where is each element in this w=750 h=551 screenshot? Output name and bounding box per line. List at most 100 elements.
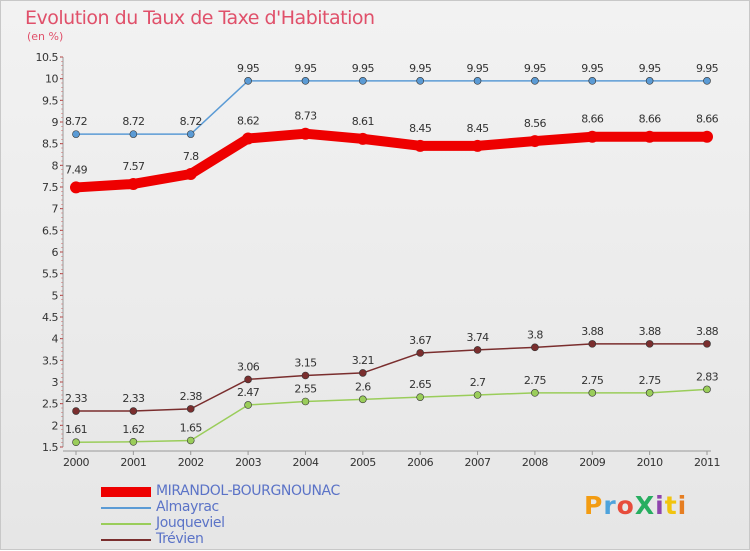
y-tick-label: 10 — [45, 73, 58, 86]
y-tick-label: 3 — [52, 376, 59, 389]
legend-label: Trévien — [156, 531, 204, 547]
data-point — [531, 77, 539, 85]
series-line-almayrac — [75, 80, 708, 135]
data-point — [359, 369, 367, 377]
data-point — [301, 371, 310, 380]
data-label: 8.61 — [352, 115, 374, 128]
data-label: 2.75 — [524, 374, 547, 387]
data-point — [645, 389, 654, 397]
data-label: 2.7 — [470, 376, 486, 389]
data-point — [703, 385, 711, 394]
data-point — [244, 375, 252, 384]
data-label: 8.66 — [639, 113, 662, 126]
data-point — [473, 346, 482, 354]
logo-letter: P — [584, 491, 604, 520]
data-label: 9.95 — [409, 62, 432, 75]
data-label: 1.65 — [180, 422, 203, 435]
logo-letter: i — [677, 491, 688, 520]
data-label: 8.66 — [581, 113, 604, 126]
data-point — [701, 130, 713, 143]
data-point — [186, 436, 195, 445]
data-label: 7.8 — [183, 150, 199, 163]
data-point — [129, 130, 138, 138]
logo-letter: o — [616, 491, 635, 520]
y-tick-label: 2.5 — [42, 398, 58, 411]
y-tick-label: 10.5 — [36, 51, 59, 64]
data-label: 9.95 — [581, 62, 604, 75]
data-label: 3.15 — [294, 357, 317, 370]
y-tick-label: 2 — [52, 419, 59, 432]
y-tick-label: 8 — [52, 159, 59, 172]
x-tick-label: 2011 — [694, 456, 720, 469]
data-point — [473, 391, 482, 399]
data-point — [186, 130, 195, 138]
data-point — [588, 340, 597, 348]
data-point — [301, 397, 310, 406]
data-label: 9.95 — [294, 62, 317, 75]
data-point — [299, 127, 312, 140]
data-point — [703, 340, 711, 348]
data-point — [473, 77, 482, 85]
data-label: 2.83 — [696, 370, 719, 383]
data-label: 9.95 — [352, 62, 375, 75]
data-label: 8.62 — [237, 114, 259, 127]
data-point — [703, 77, 711, 85]
data-label: 2.65 — [409, 378, 432, 391]
y-tick-label: 9.5 — [42, 94, 58, 107]
data-point — [244, 77, 252, 85]
proxiti-logo: ProXiti — [584, 491, 687, 520]
data-label: 3.67 — [409, 334, 432, 347]
y-tick-label: 5.5 — [42, 268, 58, 281]
logo-letter: t — [664, 491, 678, 520]
data-point — [356, 132, 369, 145]
y-tick-label: 1.5 — [42, 441, 58, 454]
legend-swatch — [101, 507, 151, 509]
y-tick-label: 3.5 — [42, 354, 58, 367]
data-point — [531, 389, 539, 397]
data-label: 8.72 — [180, 115, 202, 128]
data-label: 8.45 — [409, 122, 432, 135]
chart-subtitle: (en %) — [27, 30, 64, 43]
data-point — [531, 343, 539, 352]
data-label: 2.55 — [294, 383, 317, 396]
data-label: 8.66 — [696, 113, 719, 126]
data-point — [72, 407, 80, 415]
y-tick-label: 6.5 — [42, 224, 58, 237]
data-point — [643, 130, 656, 143]
y-tick-label: 6 — [52, 246, 59, 259]
data-label: 9.95 — [639, 62, 662, 75]
x-tick-label: 2009 — [579, 456, 605, 469]
data-label: 2.75 — [639, 374, 662, 387]
legend-swatch — [101, 487, 151, 497]
data-label: 8.45 — [466, 122, 489, 135]
data-point — [645, 340, 654, 348]
data-point — [359, 77, 367, 85]
data-point — [588, 77, 597, 85]
data-label: 7.49 — [65, 163, 88, 176]
data-label: 3.88 — [639, 325, 662, 338]
data-label: 3.88 — [581, 325, 604, 338]
data-label: 9.95 — [696, 62, 719, 75]
x-tick-label: 2007 — [465, 456, 491, 469]
legend-label: MIRANDOL-BOURGNOUNAC — [156, 483, 340, 499]
series-line-jouqueviel — [75, 388, 708, 443]
data-point — [127, 177, 140, 190]
legend-swatch — [101, 523, 151, 525]
data-point — [416, 77, 424, 85]
data-label: 2.38 — [180, 390, 203, 403]
x-tick-label: 2003 — [235, 456, 261, 469]
data-label: 3.74 — [466, 331, 489, 344]
data-point — [70, 181, 82, 194]
x-tick-label: 2000 — [63, 456, 89, 469]
y-tick-label: 4 — [52, 333, 59, 346]
data-label: 1.61 — [65, 423, 87, 436]
y-tick-label: 8.5 — [42, 138, 58, 151]
y-tick-label: 9 — [52, 116, 59, 129]
y-tick-label: 7 — [52, 203, 59, 216]
x-tick-label: 2005 — [350, 456, 376, 469]
data-label: 2.47 — [237, 386, 260, 399]
data-point — [72, 438, 80, 447]
data-point — [242, 132, 255, 145]
